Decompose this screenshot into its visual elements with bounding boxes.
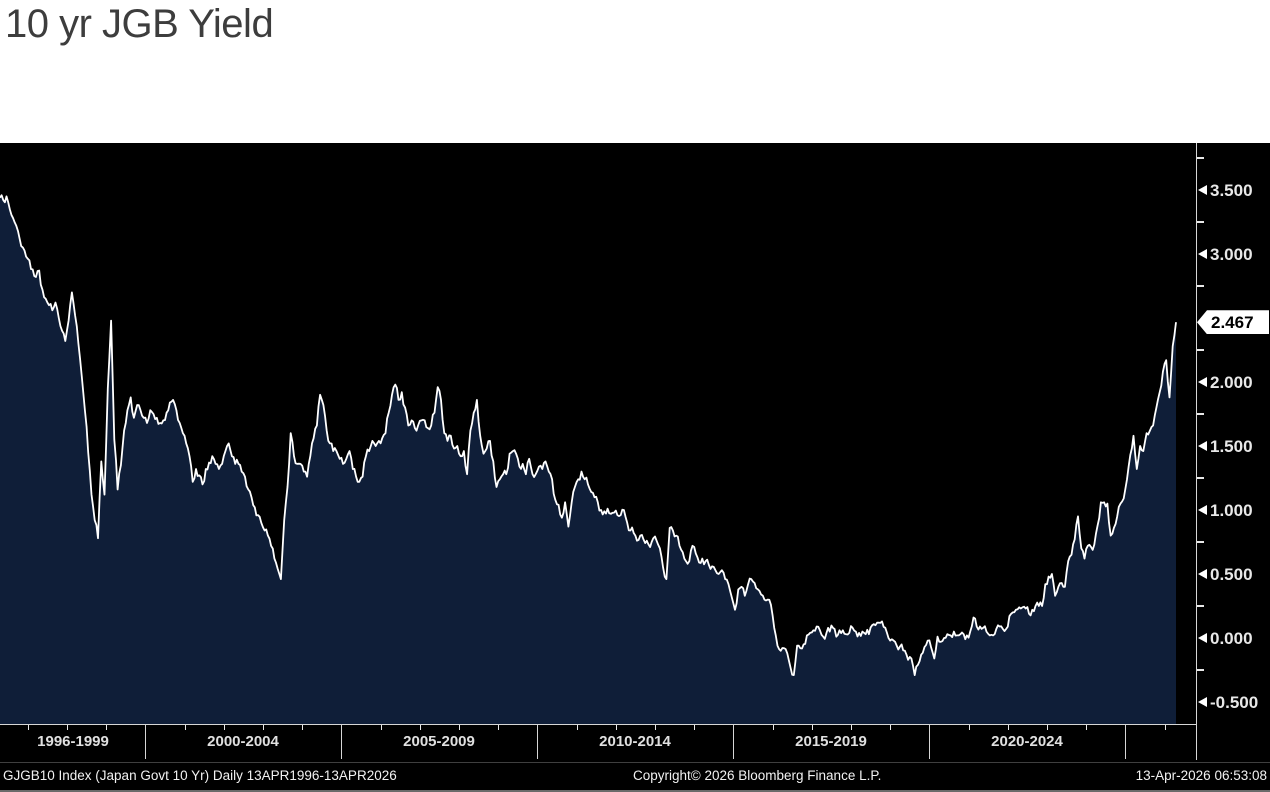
status-copyright: Copyright© 2026 Bloomberg Finance L.P.: [633, 768, 882, 783]
x-year-tick: [812, 725, 813, 730]
x-year-tick: [1008, 725, 1009, 730]
x-year-tick: [185, 725, 186, 730]
x-year-tick: [420, 725, 421, 730]
x-year-tick: [302, 725, 303, 730]
y-tick-label: 0.000: [1210, 629, 1253, 648]
x-year-tick: [851, 725, 852, 730]
x-year-tick: [890, 725, 891, 730]
x-period-label: 2020-2024: [991, 733, 1063, 750]
y-tick-label: 1.000: [1210, 501, 1253, 520]
x-year-tick: [28, 725, 29, 730]
x-year-tick: [106, 725, 107, 730]
y-axis-line: [1196, 143, 1197, 760]
y-tick-arrow: [1198, 633, 1207, 643]
x-year-tick: [655, 725, 656, 730]
x-year-tick: [694, 725, 695, 730]
y-tick-arrow: [1198, 185, 1207, 195]
x-period-label: 2005-2009: [403, 733, 475, 750]
x-year-tick: [381, 725, 382, 730]
last-price-value: 2.467: [1211, 313, 1254, 333]
x-period-separator: [929, 725, 930, 759]
x-year-tick: [1086, 725, 1087, 730]
y-tick-label: -0.500: [1210, 693, 1259, 712]
y-tick-arrow: [1198, 441, 1207, 451]
x-year-tick: [969, 725, 970, 730]
x-year-tick: [1165, 725, 1166, 730]
x-period-label: 2010-2014: [599, 733, 671, 750]
y-minor-tick: [1197, 541, 1204, 543]
price-chart-plot[interactable]: [0, 143, 1197, 725]
y-minor-tick: [1197, 349, 1204, 351]
y-tick-label: 3.000: [1210, 245, 1253, 264]
x-period-separator: [1125, 725, 1126, 759]
y-tick-arrow: [1198, 569, 1207, 579]
x-year-tick: [224, 725, 225, 730]
x-period-separator: [537, 725, 538, 759]
x-year-tick: [459, 725, 460, 730]
y-minor-tick: [1197, 669, 1204, 671]
y-tick-arrow: [1198, 249, 1207, 259]
last-price-tag: 2.467: [1197, 310, 1269, 335]
y-tick-label: 2.000: [1210, 373, 1253, 392]
x-year-tick: [1047, 725, 1048, 730]
status-security-range: GJGB10 Index (Japan Govt 10 Yr) Daily 13…: [3, 768, 397, 783]
x-year-tick: [773, 725, 774, 730]
x-year-tick: [498, 725, 499, 730]
page-title: 10 yr JGB Yield: [5, 2, 274, 46]
yield-line: [0, 194, 1177, 676]
y-minor-tick: [1197, 157, 1204, 159]
status-timestamp: 13-Apr-2026 06:53:08: [1135, 768, 1267, 783]
y-tick-arrow: [1198, 377, 1207, 387]
x-period-label: 1996-1999: [37, 733, 109, 750]
y-tick-arrow: [1198, 697, 1207, 707]
x-year-tick: [577, 725, 578, 730]
x-period-label: 2000-2004: [207, 733, 279, 750]
x-period-label: 2015-2019: [795, 733, 867, 750]
x-period-separator: [341, 725, 342, 759]
y-minor-tick: [1197, 413, 1204, 415]
x-period-separator: [733, 725, 734, 759]
y-tick-label: 3.500: [1210, 181, 1253, 200]
yield-area-fill: [0, 195, 1176, 724]
x-year-tick: [263, 725, 264, 730]
y-minor-tick: [1197, 221, 1204, 223]
y-tick-arrow: [1198, 505, 1207, 515]
y-minor-tick: [1197, 285, 1204, 287]
x-period-separator: [145, 725, 146, 759]
y-tick-label: 1.500: [1210, 437, 1253, 456]
chart-region: 3.500 3.000 2.000 1.500 1.000 0.500 0.000 -0.50…: [0, 143, 1270, 792]
x-year-tick: [67, 725, 68, 730]
x-axis-baseline: [0, 724, 1197, 725]
y-tick-label: 0.500: [1210, 565, 1253, 584]
y-minor-tick: [1197, 477, 1204, 479]
status-bar: GJGB10 Index (Japan Govt 10 Yr) Daily 13…: [0, 762, 1270, 792]
x-year-tick: [616, 725, 617, 730]
y-minor-tick: [1197, 605, 1204, 607]
